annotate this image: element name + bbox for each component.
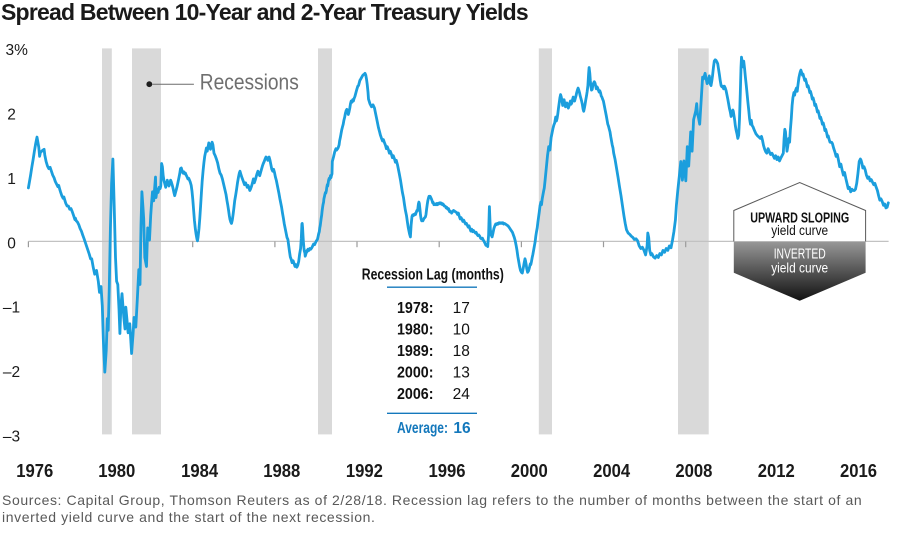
svg-text:yield curve: yield curve (771, 261, 828, 276)
svg-text:3%: 3% (6, 42, 29, 59)
svg-text:–2: –2 (3, 364, 20, 381)
svg-text:2000: 2000 (511, 460, 548, 481)
svg-text:1980: 1980 (98, 460, 135, 481)
svg-text:1989:: 1989: (397, 343, 434, 360)
svg-text:2: 2 (7, 107, 16, 124)
svg-text:2000:: 2000: (397, 365, 434, 382)
svg-text:2016: 2016 (840, 460, 877, 481)
svg-text:UPWARD SLOPING: UPWARD SLOPING (750, 210, 849, 226)
svg-text:1984: 1984 (181, 460, 218, 481)
svg-text:18: 18 (453, 343, 470, 360)
svg-text:2004: 2004 (593, 460, 630, 481)
svg-text:2008: 2008 (675, 460, 712, 481)
svg-text:1988: 1988 (263, 460, 300, 481)
svg-text:Recession Lag (months): Recession Lag (months) (362, 267, 504, 284)
svg-text:2012: 2012 (758, 460, 795, 481)
svg-text:2006:: 2006: (397, 386, 434, 403)
svg-text:yield curve: yield curve (771, 223, 828, 238)
svg-text:1: 1 (7, 171, 16, 188)
svg-text:1980:: 1980: (397, 322, 434, 339)
svg-text:13: 13 (453, 365, 470, 382)
svg-text:17: 17 (453, 300, 470, 317)
svg-text:0: 0 (7, 235, 16, 252)
svg-text:1992: 1992 (346, 460, 383, 481)
svg-text:24: 24 (453, 386, 471, 403)
svg-text:1996: 1996 (429, 460, 466, 481)
svg-text:1978:: 1978: (397, 300, 434, 317)
svg-text:–1: –1 (3, 300, 20, 317)
svg-text:Recessions: Recessions (200, 69, 299, 94)
svg-text:16: 16 (453, 420, 471, 437)
svg-text:INVERTED: INVERTED (774, 246, 826, 262)
svg-text:Average:: Average: (397, 420, 448, 437)
svg-text:10: 10 (453, 322, 471, 339)
svg-text:1976: 1976 (16, 460, 53, 481)
svg-text:–3: –3 (3, 429, 20, 446)
